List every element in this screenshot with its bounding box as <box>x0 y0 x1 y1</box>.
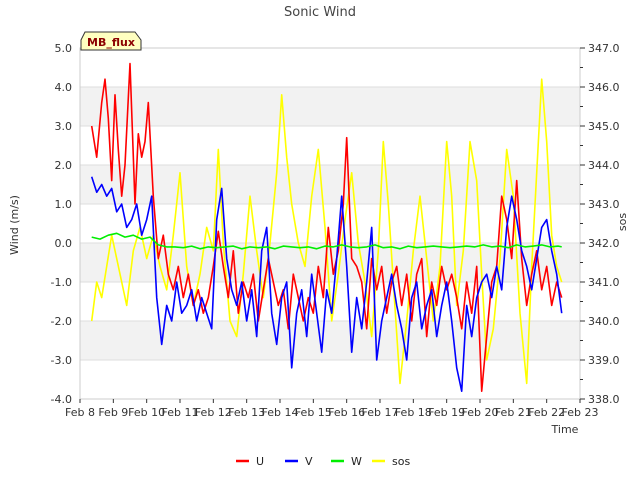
y-tick-label-left: 4.0 <box>55 81 73 94</box>
plot-band <box>80 126 580 165</box>
y-tick-label-left: 2.0 <box>55 159 73 172</box>
y-tick-label-right: 342.0 <box>588 237 620 250</box>
y-tick-label-right: 338.0 <box>588 393 620 406</box>
y-axis-left-ticks: -4.0 -3.0 -2.0 -1.0 0.0 1.0 2.0 3.0 4.0 5.0 <box>51 42 72 406</box>
badge-shape <box>80 31 142 51</box>
chart-title: Sonic Wind <box>284 5 356 20</box>
y-tick-label-right: 343.0 <box>588 198 620 211</box>
plot-band <box>80 48 580 87</box>
plot-band <box>80 165 580 204</box>
x-tick-label: Feb 21 <box>495 406 532 419</box>
legend-label-w: W <box>351 455 362 468</box>
legend-label-u: U <box>256 455 264 468</box>
y-tick-label-left: -3.0 <box>51 354 72 367</box>
x-tick-label: Feb 16 <box>328 406 365 419</box>
series-line-w <box>91 232 562 250</box>
x-tick-label: Feb 8 <box>65 406 95 419</box>
x-tick-label: Feb 13 <box>228 406 265 419</box>
y-tick-label-right: 341.0 <box>588 276 620 289</box>
badge-text: MB_flux <box>87 36 135 49</box>
x-tick-label: Feb 19 <box>428 406 465 419</box>
y-axis-label-left: Wind (m/s) <box>8 195 21 255</box>
y-tick-label-left: -2.0 <box>51 315 72 328</box>
y-tick-label-left: 3.0 <box>55 120 73 133</box>
y-tick-label-right: 344.0 <box>588 159 620 172</box>
plot-band <box>80 87 580 126</box>
x-tick-label: Feb 14 <box>262 406 299 419</box>
y-tick-label-right: 346.0 <box>588 81 620 94</box>
y-tick-label-left: 5.0 <box>55 42 73 55</box>
series-line-sos <box>90 78 563 385</box>
x-tick-label: Feb 20 <box>462 406 499 419</box>
y-tick-label-left: 0.0 <box>55 237 73 250</box>
y-tick-label-right: 339.0 <box>588 354 620 367</box>
x-tick-label: Feb 23 <box>562 406 599 419</box>
series-line-u <box>90 62 563 393</box>
legend-label-sos: sos <box>392 455 410 468</box>
legend-label-v: V <box>305 455 313 468</box>
x-tick-label: Feb 15 <box>295 406 332 419</box>
series-line-v <box>90 176 563 393</box>
y-axis-right-ticks: 338.0 339.0 340.0 341.0 342.0 343.0 344.0 345.0… <box>580 42 620 406</box>
y-tick-label-left: 1.0 <box>55 198 73 211</box>
y-tick-label-left: -4.0 <box>51 393 72 406</box>
x-tick-label: Feb 12 <box>195 406 232 419</box>
plot-band <box>80 360 580 399</box>
x-axis-label: Time <box>551 423 579 436</box>
series-layer <box>90 62 563 393</box>
site-badge: MB_flux <box>80 31 142 51</box>
x-tick-label: Feb 10 <box>128 406 165 419</box>
x-tick-label: Feb 18 <box>395 406 432 419</box>
x-tick-label: Feb 22 <box>528 406 565 419</box>
y-tick-label-right: 345.0 <box>588 120 620 133</box>
x-tick-label: Feb 17 <box>362 406 399 419</box>
x-tick-label: Feb 9 <box>98 406 128 419</box>
plot-band <box>80 321 580 360</box>
y-tick-label-right: 347.0 <box>588 42 620 55</box>
y-tick-label-left: -1.0 <box>51 276 72 289</box>
y-axis-label-right: sos <box>616 213 629 231</box>
x-tick-label: Feb 11 <box>162 406 199 419</box>
y-tick-label-right: 340.0 <box>588 315 620 328</box>
